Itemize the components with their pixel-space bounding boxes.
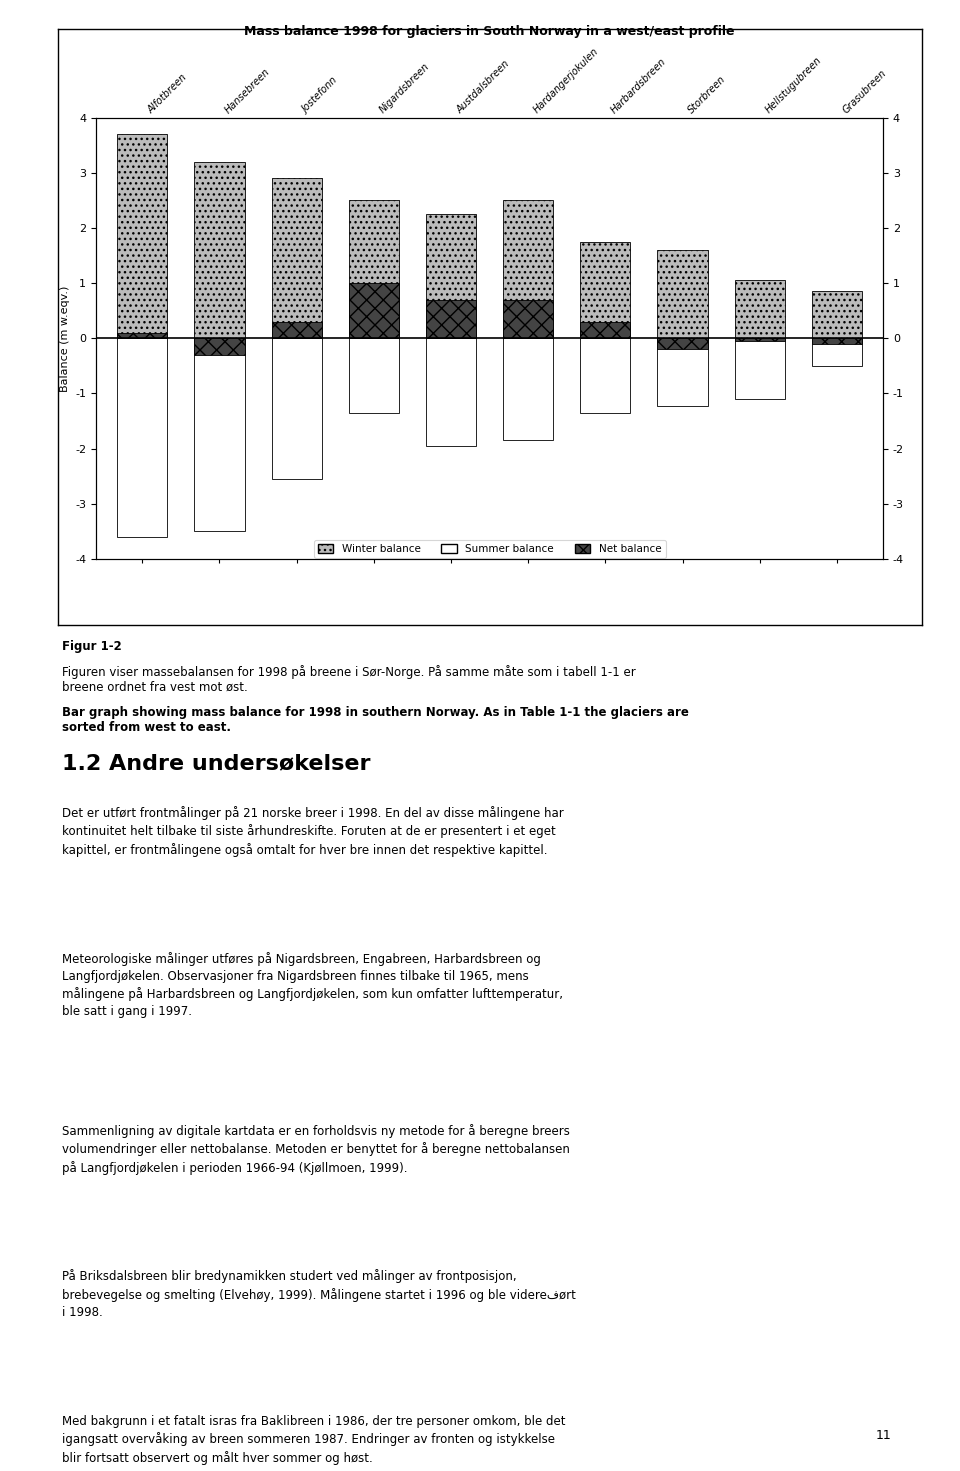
Bar: [194, 338, 245, 531]
Text: Hansebreen: Hansebreen: [224, 66, 272, 115]
Bar: [348, 284, 399, 338]
Text: Meteorologiske målinger utføres på Nigardsbreen, Engabreen, Harbardsbreen og
Lan: Meteorologiske målinger utføres på Nigar…: [62, 952, 564, 1018]
Bar: [117, 338, 167, 537]
Legend: Winter balance, Summer balance, Net balance: Winter balance, Summer balance, Net bala…: [314, 540, 665, 558]
Bar: [426, 338, 476, 446]
Text: Hellstugubreen: Hellstugubreen: [763, 54, 824, 115]
Text: Grasubreen: Grasubreen: [841, 68, 888, 115]
Text: Mass balance 1998 for glaciers in South Norway in a west/east profile: Mass balance 1998 for glaciers in South …: [245, 25, 734, 38]
Bar: [272, 338, 322, 480]
Y-axis label: Balance (m w.eqv.): Balance (m w.eqv.): [60, 285, 69, 391]
Text: Bar graph showing mass balance for 1998 in southern Norway. As in Table 1-1 the : Bar graph showing mass balance for 1998 …: [62, 706, 689, 734]
Bar: [734, 281, 785, 338]
Bar: [426, 215, 476, 338]
Text: Med bakgrunn i et fatalt isras fra Baklibreen i 1986, der tre personer omkom, bl: Med bakgrunn i et fatalt isras fra Bakli…: [62, 1415, 565, 1465]
Text: Det er utført frontmålinger på 21 norske breer i 1998. En del av disse målingene: Det er utført frontmålinger på 21 norske…: [62, 806, 564, 856]
Text: 1.2 Andre undersøkelser: 1.2 Andre undersøkelser: [62, 753, 371, 774]
Bar: [348, 338, 399, 413]
Text: Austdalsbreen: Austdalsbreen: [455, 59, 512, 115]
Bar: [580, 322, 631, 338]
Bar: [812, 338, 862, 344]
Text: Nigardsbreen: Nigardsbreen: [377, 62, 431, 115]
Text: Alfotbreen: Alfotbreen: [146, 72, 189, 115]
Bar: [658, 338, 708, 406]
Text: Harbardsbreen: Harbardsbreen: [610, 56, 668, 115]
Bar: [658, 338, 708, 350]
Bar: [503, 300, 553, 338]
Text: 11: 11: [876, 1428, 891, 1442]
Bar: [580, 241, 631, 338]
Bar: [426, 300, 476, 338]
Bar: [503, 200, 553, 338]
Text: På Briksdalsbreen blir bredynamikken studert ved målinger av frontposisjon,
breb: På Briksdalsbreen blir bredynamikken stu…: [62, 1269, 576, 1319]
Bar: [348, 200, 399, 338]
Bar: [734, 338, 785, 341]
Bar: [734, 338, 785, 399]
Bar: [117, 332, 167, 338]
Text: Storbreen: Storbreen: [686, 74, 728, 115]
Bar: [194, 162, 245, 338]
Text: Figur 1-2: Figur 1-2: [62, 640, 122, 653]
Bar: [117, 134, 167, 338]
Bar: [658, 250, 708, 338]
Text: Sammenligning av digitale kartdata er en forholdsvis ny metode for å beregne bre: Sammenligning av digitale kartdata er en…: [62, 1124, 570, 1174]
Text: Hardangerjokulen: Hardangerjokulen: [532, 46, 601, 115]
Text: Jostefonn: Jostefonn: [300, 75, 340, 115]
Bar: [272, 178, 322, 338]
Bar: [194, 338, 245, 355]
Bar: [272, 322, 322, 338]
Bar: [812, 291, 862, 338]
Bar: [580, 338, 631, 413]
Bar: [503, 338, 553, 440]
Text: Figuren viser massebalansen for 1998 på breene i Sør-Norge. På samme måte som i : Figuren viser massebalansen for 1998 på …: [62, 665, 636, 694]
Bar: [812, 338, 862, 366]
